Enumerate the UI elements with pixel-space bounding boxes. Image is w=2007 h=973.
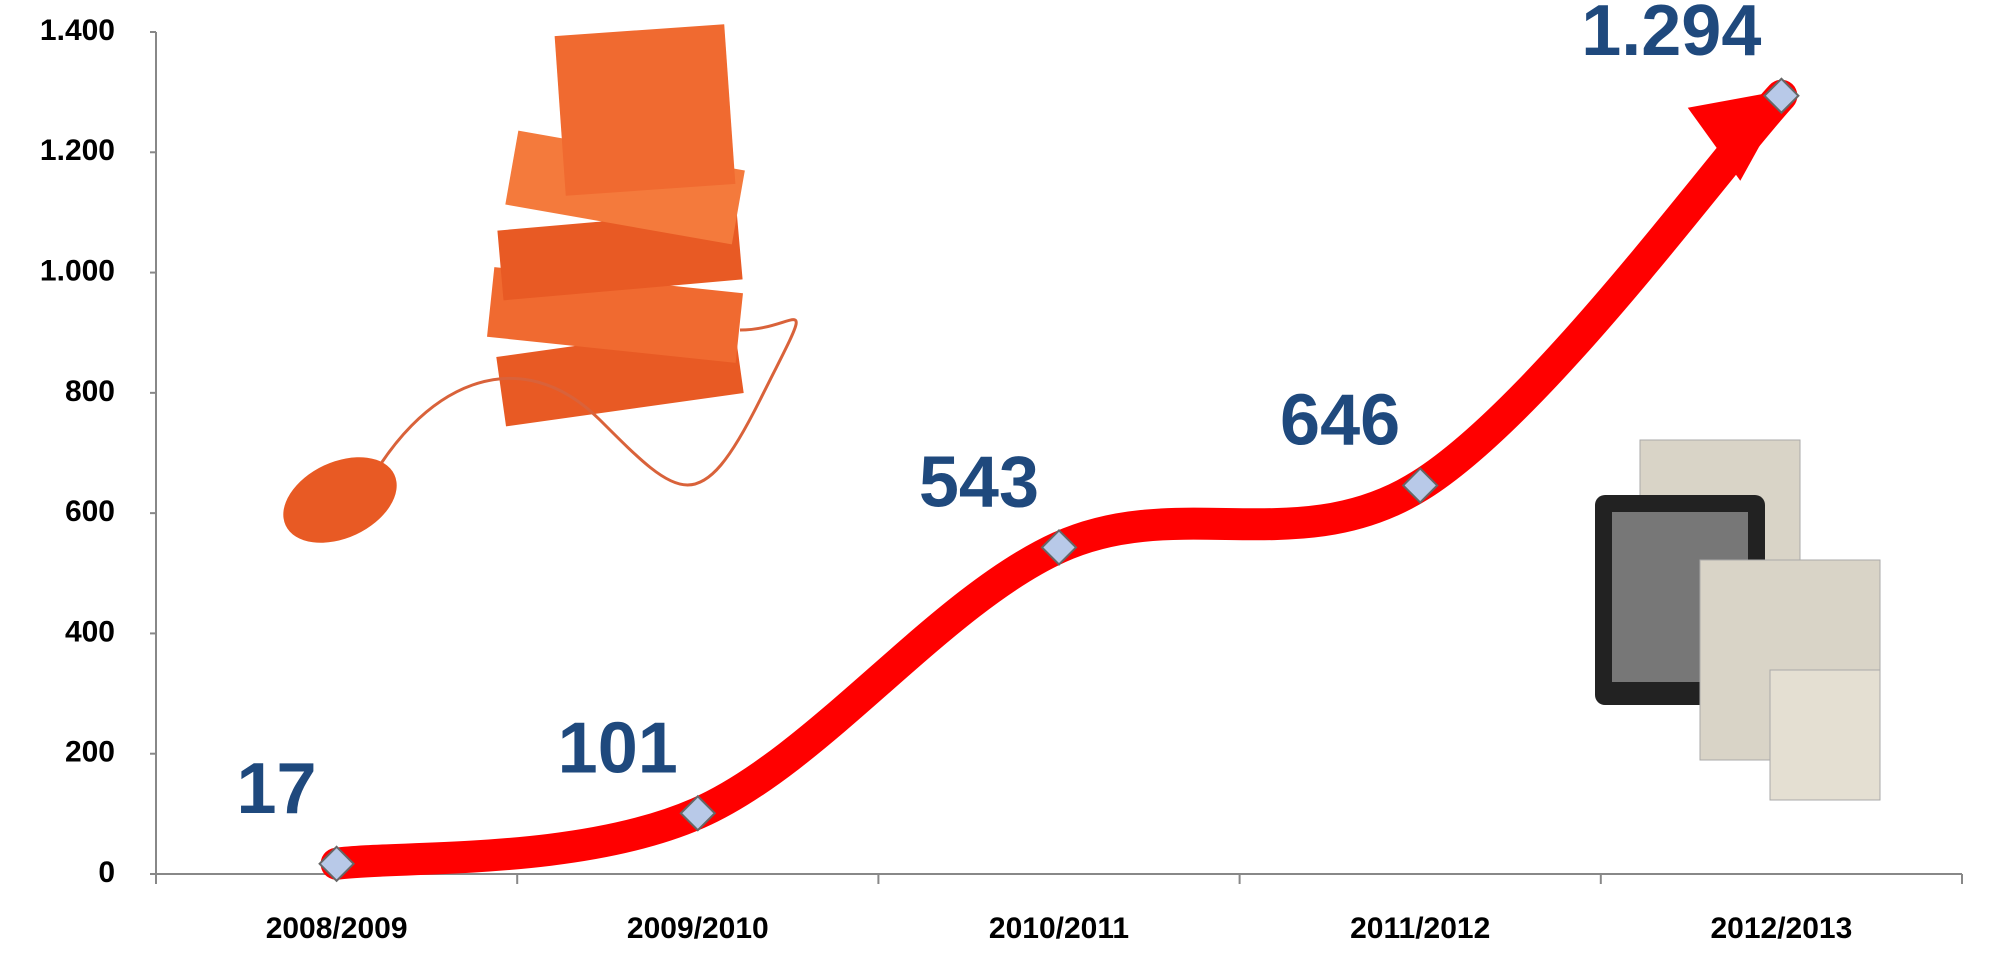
y-tick-label: 1.200 [40, 134, 115, 167]
y-tick-label: 800 [65, 375, 115, 408]
x-tick-label: 2009/2010 [627, 912, 769, 945]
y-tick-label: 0 [98, 856, 115, 889]
chart: 0 200 400 600 800 1.000 1.200 1.400 2008/2009 200… [0, 0, 2007, 973]
y-tick-label: 1.400 [40, 14, 115, 47]
value-label: 1.294 [1581, 0, 1761, 71]
y-tick-label: 400 [65, 615, 115, 648]
x-tick-label: 2012/2013 [1710, 912, 1852, 945]
value-label: 646 [1280, 380, 1400, 460]
value-label: 17 [237, 749, 317, 829]
y-tick-label: 1.000 [40, 254, 115, 287]
books-illustration [270, 24, 797, 560]
x-tick-label: 2010/2011 [989, 912, 1129, 945]
value-label: 543 [919, 442, 1039, 522]
ebook-illustration [1595, 440, 1880, 800]
x-tick-label: 2008/2009 [266, 912, 408, 945]
y-tick-label: 200 [65, 736, 115, 769]
value-label: 101 [558, 708, 678, 788]
y-tick-label: 600 [65, 495, 115, 528]
x-tick-label: 2011/2012 [1350, 912, 1490, 945]
